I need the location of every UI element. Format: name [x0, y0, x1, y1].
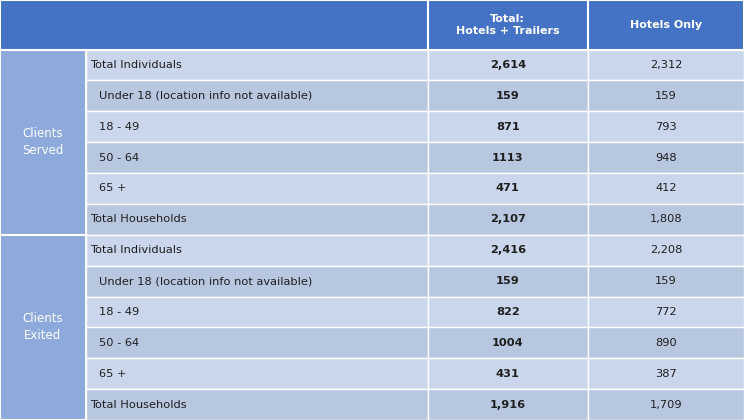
Bar [428, 265, 588, 297]
Bar [588, 173, 744, 204]
Bar [588, 80, 744, 111]
Bar [86, 265, 428, 297]
Bar [588, 297, 744, 327]
Bar [588, 142, 744, 173]
Bar [428, 173, 588, 204]
Text: 1004: 1004 [492, 338, 524, 348]
Text: Hotels Only: Hotels Only [630, 20, 702, 30]
Bar [588, 358, 744, 389]
Bar [86, 204, 428, 235]
Bar [86, 389, 428, 420]
Bar [0, 0, 428, 50]
Text: 2,614: 2,614 [490, 60, 526, 70]
Text: Total:
Hotels + Trailers: Total: Hotels + Trailers [456, 13, 559, 36]
Bar [428, 111, 588, 142]
Bar [86, 235, 428, 265]
Bar [588, 111, 744, 142]
Text: Clients
Exited: Clients Exited [22, 312, 63, 342]
Text: 50 - 64: 50 - 64 [99, 152, 139, 163]
Bar [588, 265, 744, 297]
Text: 412: 412 [655, 184, 676, 194]
Bar [86, 327, 428, 358]
Text: 1,709: 1,709 [650, 399, 682, 409]
Text: 159: 159 [655, 276, 677, 286]
Bar [86, 297, 428, 327]
Bar [428, 142, 588, 173]
Text: 1113: 1113 [492, 152, 524, 163]
Bar [0, 235, 86, 420]
Bar [428, 0, 588, 50]
Text: 159: 159 [655, 91, 677, 101]
Bar [86, 173, 428, 204]
Text: Total Households: Total Households [90, 214, 187, 224]
Text: 159: 159 [496, 276, 519, 286]
Text: 948: 948 [655, 152, 677, 163]
Text: 2,208: 2,208 [650, 245, 682, 255]
Text: 822: 822 [496, 307, 519, 317]
Text: 65 +: 65 + [99, 369, 126, 379]
Text: 387: 387 [655, 369, 677, 379]
Bar [86, 142, 428, 173]
Text: 18 - 49: 18 - 49 [99, 307, 139, 317]
Text: 2,107: 2,107 [490, 214, 526, 224]
Text: Total Households: Total Households [90, 399, 187, 409]
Bar [588, 50, 744, 80]
Bar [428, 235, 588, 265]
Text: 2,416: 2,416 [490, 245, 526, 255]
Bar [86, 358, 428, 389]
Text: 1,916: 1,916 [490, 399, 526, 409]
Bar [428, 389, 588, 420]
Bar [588, 327, 744, 358]
Text: 65 +: 65 + [99, 184, 126, 194]
Bar [428, 358, 588, 389]
Text: 793: 793 [655, 122, 677, 132]
Text: Total Individuals: Total Individuals [90, 245, 182, 255]
Text: 890: 890 [655, 338, 677, 348]
Bar [0, 50, 86, 235]
Text: Clients
Served: Clients Served [22, 127, 63, 157]
Bar [86, 50, 428, 80]
Bar [588, 0, 744, 50]
Bar [428, 80, 588, 111]
Bar [588, 389, 744, 420]
Bar [428, 327, 588, 358]
Bar [588, 204, 744, 235]
Bar [428, 297, 588, 327]
Text: 772: 772 [655, 307, 677, 317]
Bar [588, 235, 744, 265]
Text: 2,312: 2,312 [650, 60, 682, 70]
Text: Under 18 (location info not available): Under 18 (location info not available) [99, 91, 312, 101]
Text: 159: 159 [496, 91, 519, 101]
Bar [86, 80, 428, 111]
Text: Total Individuals: Total Individuals [90, 60, 182, 70]
Bar [86, 111, 428, 142]
Text: 50 - 64: 50 - 64 [99, 338, 139, 348]
Text: 871: 871 [496, 122, 519, 132]
Text: 18 - 49: 18 - 49 [99, 122, 139, 132]
Text: 1,808: 1,808 [650, 214, 682, 224]
Text: 431: 431 [496, 369, 520, 379]
Bar [428, 50, 588, 80]
Text: Under 18 (location info not available): Under 18 (location info not available) [99, 276, 312, 286]
Text: 471: 471 [496, 184, 519, 194]
Bar [428, 204, 588, 235]
